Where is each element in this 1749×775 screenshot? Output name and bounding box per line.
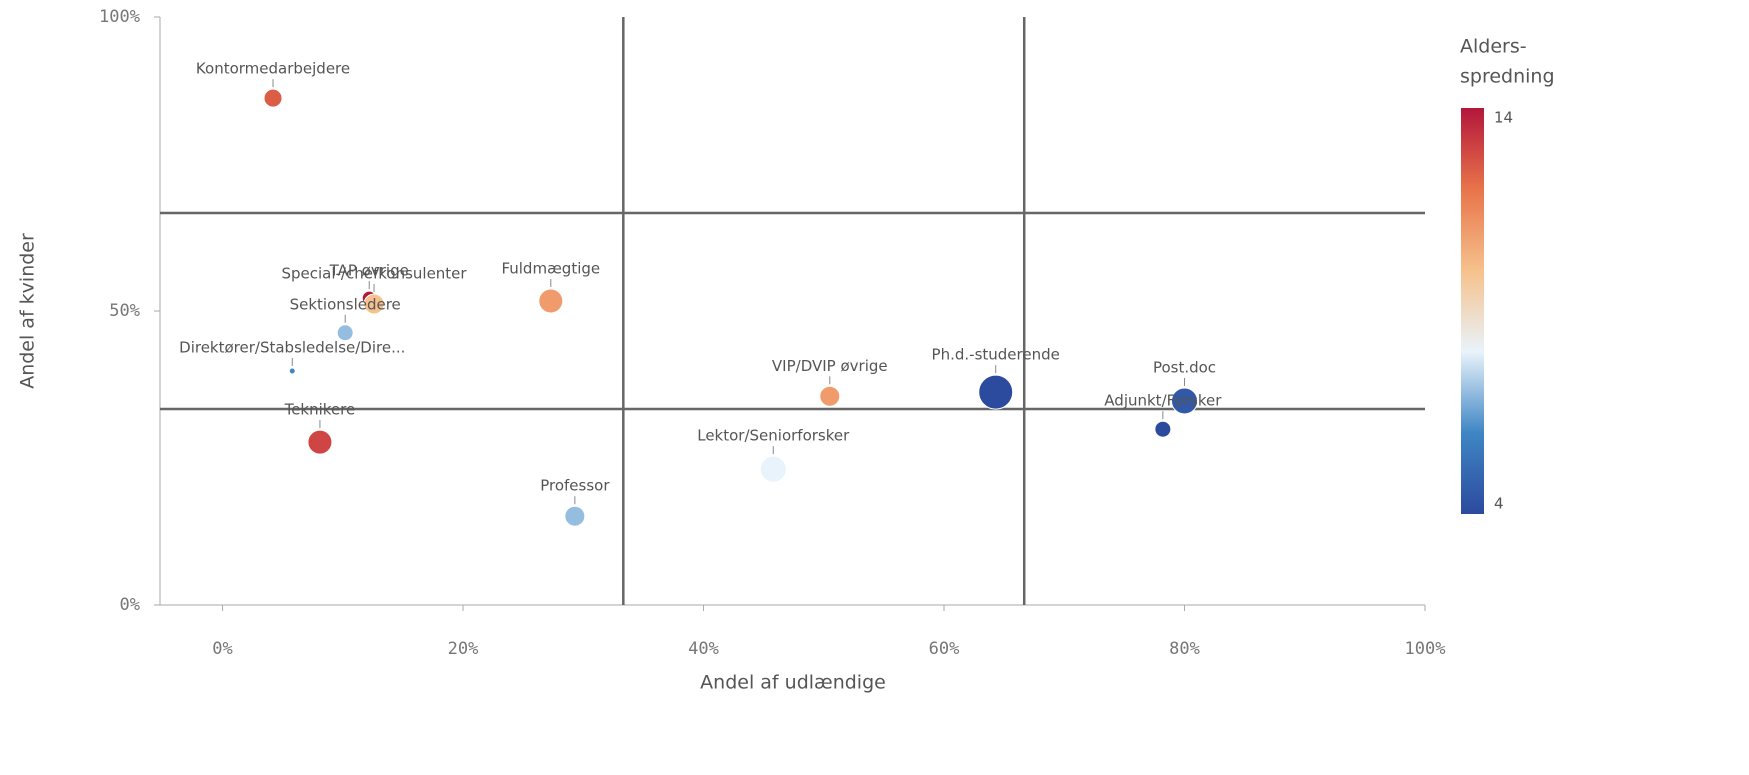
x-tick-label: 0%: [212, 639, 232, 659]
y-tick-label: 50%: [109, 301, 140, 321]
bubble: [263, 88, 283, 108]
bubble: [819, 385, 841, 407]
bubble: [336, 324, 354, 342]
x-tick-label: 20%: [448, 639, 479, 659]
bubble: [538, 288, 564, 314]
bubble: [759, 455, 787, 483]
legend-title: Alders-: [1460, 36, 1527, 58]
point-label: Post.doc: [1153, 358, 1216, 376]
point-label: Adjunkt/Forsker: [1104, 392, 1222, 410]
point-label: Ph.d.-studerende: [932, 346, 1060, 364]
legend-title: spredning: [1460, 66, 1555, 88]
point-label: Professor: [540, 477, 610, 495]
point-label: Fuldmægtige: [501, 260, 600, 278]
point-label: Lektor/Seniorforsker: [697, 427, 850, 445]
x-axis-title: Andel af udlændige: [700, 672, 886, 694]
y-tick-label: 0%: [120, 595, 140, 615]
legend-max: 14: [1494, 109, 1513, 127]
point-label: Teknikere: [284, 401, 356, 419]
x-tick-label: 80%: [1169, 639, 1200, 659]
point-label: VIP/DVIP øvrige: [772, 357, 888, 375]
color-bar: [1461, 108, 1484, 514]
bubble: [1154, 420, 1172, 438]
legend-min: 4: [1494, 495, 1504, 513]
bubble: [363, 293, 385, 315]
y-axis-title: Andel af kvinder: [17, 233, 39, 389]
bubble: [564, 505, 586, 527]
bubble: [1171, 387, 1199, 415]
bubble: [978, 374, 1014, 410]
point-label: Kontormedarbejdere: [196, 60, 350, 78]
x-tick-label: 100%: [1405, 639, 1446, 659]
bubble: [307, 429, 333, 455]
x-tick-label: 60%: [929, 639, 960, 659]
x-tick-label: 40%: [688, 639, 719, 659]
bubble: [288, 367, 296, 375]
point-label: TAP øvrige: [329, 262, 409, 280]
point-label: Sektionsledere: [290, 295, 401, 313]
point-label: Special-/chefkonsulenter: [281, 264, 467, 282]
point-label: Direktører/Stabsledelse/Dire...: [179, 338, 405, 356]
y-tick-label: 100%: [99, 7, 140, 27]
